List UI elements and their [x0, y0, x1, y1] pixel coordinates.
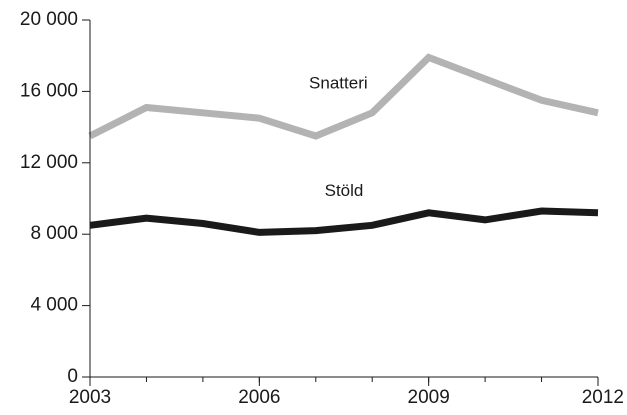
series-label: Stöld — [325, 181, 364, 200]
y-tick-label: 12 000 — [20, 152, 78, 173]
x-tick-label: 2009 — [408, 387, 450, 408]
series-label: Snatteri — [309, 74, 368, 93]
y-tick-label: 0 — [67, 366, 78, 387]
x-tick-label: 2006 — [238, 387, 280, 408]
y-tick-label: 4 000 — [30, 295, 78, 316]
x-tick-label: 2012 — [582, 387, 624, 408]
labels-layer: Snatteri Stöld — [309, 74, 368, 200]
x-tick-label: 2003 — [69, 387, 111, 408]
y-tick-label: 16 000 — [20, 80, 78, 101]
series-line-snatteri — [88, 53, 599, 140]
axes-layer: 0 4 000 8 000 12 000 16 000 20 000 2003 2006 200… — [20, 9, 624, 408]
series-line-st-ld — [89, 207, 599, 236]
y-tick-label: 8 000 — [30, 223, 78, 244]
y-tick-label: 20 000 — [20, 9, 78, 30]
series-layer — [88, 53, 599, 236]
